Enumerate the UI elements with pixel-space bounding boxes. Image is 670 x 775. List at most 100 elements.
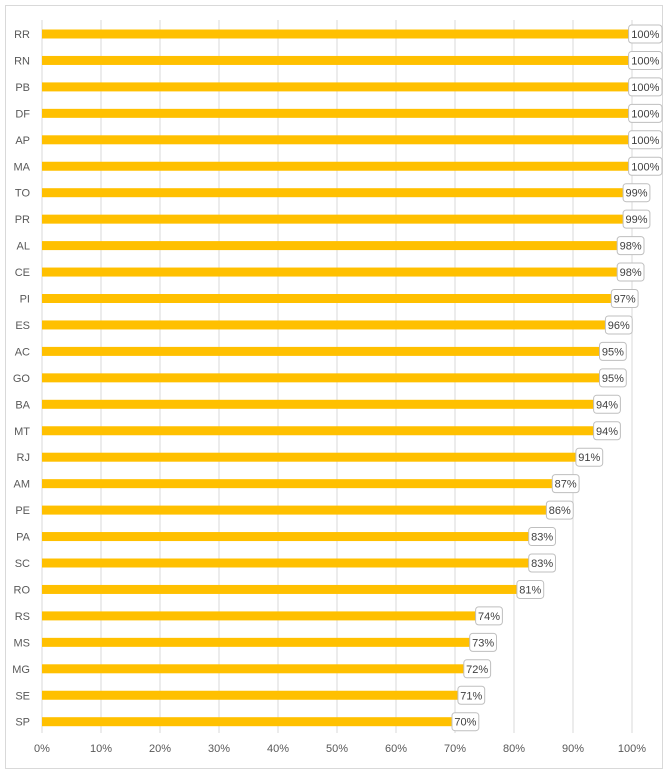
category-label: RS bbox=[15, 611, 30, 623]
data-label: 99% bbox=[625, 188, 647, 200]
category-label: MG bbox=[12, 664, 30, 676]
data-label-box bbox=[451, 712, 480, 732]
data-label: 100% bbox=[631, 55, 659, 67]
category-label: RO bbox=[14, 584, 31, 596]
bar bbox=[42, 373, 603, 383]
category-label: SE bbox=[15, 690, 30, 702]
data-label-box bbox=[593, 394, 621, 414]
bar bbox=[42, 584, 520, 594]
category-label: PA bbox=[16, 532, 31, 544]
category-label: TO bbox=[15, 188, 31, 200]
data-label-box bbox=[622, 209, 651, 229]
data-label: 100% bbox=[631, 29, 659, 41]
bar bbox=[42, 532, 532, 542]
data-label: 94% bbox=[596, 399, 618, 411]
data-label: 94% bbox=[596, 426, 618, 438]
data-label-box bbox=[628, 50, 663, 70]
category-label: AL bbox=[17, 241, 30, 253]
data-label: 100% bbox=[631, 108, 659, 120]
data-label-box bbox=[528, 553, 557, 573]
data-label: 95% bbox=[602, 373, 624, 385]
x-tick-label: 70% bbox=[444, 743, 466, 755]
category-label: PE bbox=[15, 505, 30, 517]
data-label: 83% bbox=[531, 532, 553, 544]
bar bbox=[42, 294, 615, 303]
bar bbox=[42, 214, 627, 224]
bar bbox=[42, 55, 632, 65]
data-label: 100% bbox=[631, 161, 659, 173]
data-label: 71% bbox=[460, 690, 482, 702]
category-label: DF bbox=[15, 108, 30, 120]
data-label-box bbox=[593, 421, 621, 441]
category-label: GO bbox=[13, 373, 31, 385]
data-label: 98% bbox=[620, 241, 642, 253]
data-label: 72% bbox=[466, 664, 488, 676]
category-label: AM bbox=[14, 479, 31, 491]
data-label: 70% bbox=[454, 717, 476, 729]
data-label-box bbox=[475, 606, 503, 626]
data-label-box bbox=[457, 685, 486, 705]
data-label-box bbox=[610, 289, 639, 308]
category-label: SP bbox=[15, 717, 30, 729]
bar bbox=[42, 717, 455, 727]
data-label-box bbox=[599, 368, 627, 388]
category-label: PR bbox=[15, 214, 30, 226]
data-label: 81% bbox=[519, 584, 541, 596]
bar bbox=[42, 320, 609, 330]
bar bbox=[42, 452, 579, 462]
x-tick-label: 50% bbox=[326, 743, 348, 755]
data-label: 98% bbox=[620, 267, 642, 279]
bar bbox=[42, 479, 556, 489]
data-label-box bbox=[628, 156, 663, 176]
data-label: 83% bbox=[531, 558, 553, 570]
data-label-box bbox=[575, 447, 604, 467]
category-label: CE bbox=[15, 267, 30, 279]
bar bbox=[42, 135, 632, 145]
bar bbox=[42, 690, 461, 700]
data-label-box bbox=[599, 341, 627, 361]
x-tick-label: 80% bbox=[503, 743, 525, 755]
data-label: 91% bbox=[578, 452, 600, 464]
x-tick-label: 0% bbox=[34, 743, 50, 755]
bar bbox=[42, 637, 473, 647]
data-label-box bbox=[622, 183, 651, 203]
data-label: 97% bbox=[614, 294, 636, 306]
category-label: RR bbox=[14, 29, 30, 41]
bar bbox=[42, 82, 632, 92]
bar bbox=[42, 399, 597, 409]
bar bbox=[42, 505, 550, 515]
bar bbox=[42, 29, 632, 39]
data-label-box bbox=[516, 579, 545, 599]
category-label: BA bbox=[15, 399, 30, 411]
data-label: 87% bbox=[555, 479, 577, 491]
category-label: MT bbox=[14, 426, 30, 438]
data-label: 100% bbox=[631, 82, 659, 94]
x-tick-label: 90% bbox=[562, 743, 584, 755]
data-label: 95% bbox=[602, 346, 624, 358]
data-label-box bbox=[616, 236, 645, 256]
data-label: 86% bbox=[549, 505, 571, 517]
category-label: SC bbox=[15, 558, 30, 570]
data-label-box bbox=[463, 659, 492, 679]
data-label: 74% bbox=[478, 611, 500, 623]
x-tick-label: 60% bbox=[385, 743, 407, 755]
category-label: MS bbox=[14, 637, 31, 649]
data-label-box bbox=[628, 130, 663, 150]
x-tick-label: 40% bbox=[267, 743, 289, 755]
bar bbox=[42, 108, 632, 118]
category-label: PB bbox=[15, 82, 30, 94]
bar bbox=[42, 611, 479, 621]
data-label: 96% bbox=[608, 320, 630, 332]
category-label: AP bbox=[15, 135, 30, 147]
bar bbox=[42, 188, 627, 198]
category-label: ES bbox=[15, 320, 30, 332]
bar bbox=[42, 664, 467, 674]
category-label: AC bbox=[15, 346, 30, 358]
data-label: 99% bbox=[625, 214, 647, 226]
bar bbox=[42, 558, 532, 568]
bar bbox=[42, 426, 597, 436]
data-label-box bbox=[469, 632, 498, 652]
x-tick-label: 10% bbox=[90, 743, 112, 755]
data-label: 100% bbox=[631, 135, 659, 147]
